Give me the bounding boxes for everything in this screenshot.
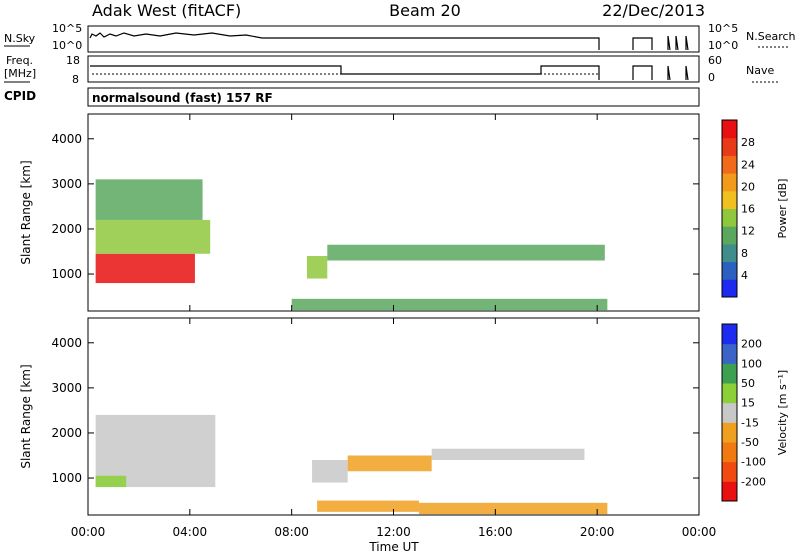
y-tick-label: 1000 bbox=[51, 267, 82, 281]
colorbar-cell bbox=[722, 402, 737, 423]
colorbar-cell bbox=[722, 190, 737, 209]
x-tick-label: 08:00 bbox=[274, 525, 309, 539]
y-tick-label: 4000 bbox=[51, 336, 82, 350]
colorbar-tick-label: -100 bbox=[741, 456, 766, 469]
colorbar-cell bbox=[722, 324, 737, 345]
freq-unit: [MHz] bbox=[4, 67, 36, 80]
y-axis-title: Slant Range [km] bbox=[19, 160, 33, 264]
colorbar-tick-label: -15 bbox=[741, 416, 759, 429]
colorbar-cell bbox=[722, 243, 737, 263]
colorbar-tick-label: 28 bbox=[741, 136, 755, 149]
power-panel: 1000 2000 3000 4000 Slant Range [km] 4 8 12 16 20… bbox=[19, 113, 789, 312]
colorbar-tick-label: 8 bbox=[741, 247, 748, 260]
colorbar-cell bbox=[722, 363, 737, 384]
colorbar-cell bbox=[722, 155, 737, 174]
x-tick-label: 00:00 bbox=[682, 525, 717, 539]
x-tick-label: 04:00 bbox=[173, 525, 208, 539]
colorbar-tick-label: 100 bbox=[741, 357, 762, 370]
x-axis-title: Time UT bbox=[368, 540, 419, 554]
y-tick-label: 4000 bbox=[51, 132, 82, 146]
colorbar-cell bbox=[722, 422, 737, 443]
nsky-label: N.Sky bbox=[4, 32, 36, 45]
nave-tick-top: 60 bbox=[708, 54, 722, 67]
colorbar-tick-label: 4 bbox=[741, 269, 748, 282]
nsky-tick-top: 10^5 bbox=[52, 22, 82, 35]
colorbar-tick-label: 20 bbox=[741, 180, 755, 193]
nsearch-tick-top: 10^5 bbox=[708, 22, 738, 35]
y-tick-label: 1000 bbox=[51, 471, 82, 485]
nsky-strip: N.Sky 10^5 10^0 10^5 10^0 N.Search bbox=[4, 22, 796, 53]
nave-label: Nave bbox=[746, 64, 774, 77]
colorbar-cell bbox=[722, 442, 737, 463]
nsky-trace bbox=[89, 32, 689, 51]
x-tick-label: 20:00 bbox=[580, 525, 615, 539]
nsearch-tick-bottom: 10^0 bbox=[708, 39, 738, 52]
colorbar-tick-label: 50 bbox=[741, 377, 755, 390]
nave-tick-bottom: 0 bbox=[708, 71, 715, 84]
nsky-frame bbox=[87, 25, 700, 53]
colorbar-cell bbox=[722, 461, 737, 482]
freq-frame bbox=[87, 55, 700, 83]
data-region-0 bbox=[95, 253, 195, 284]
cpid-text: normalsound (fast) 157 RF bbox=[92, 91, 273, 105]
beam-title: Beam 20 bbox=[389, 1, 461, 20]
colorbar-tick-label: -50 bbox=[741, 436, 759, 449]
colorbar-cell bbox=[722, 208, 737, 227]
data-region-2 bbox=[312, 460, 348, 483]
colorbar-tick-label: 12 bbox=[741, 225, 755, 238]
colorbar-tick-label: -200 bbox=[741, 475, 766, 488]
colorbar-cell bbox=[722, 481, 737, 502]
y-tick-label: 2000 bbox=[51, 222, 82, 236]
colorbar-cell bbox=[722, 120, 737, 139]
time-axis: 00:00 04:00 08:00 12:00 16:00 20:00 00:00 bbox=[71, 525, 717, 539]
y-axis-title: Slant Range [km] bbox=[19, 364, 33, 468]
x-tick-label: 12:00 bbox=[376, 525, 411, 539]
freq-strip: Freq. [MHz] 18 8 60 0 Nave bbox=[4, 54, 780, 86]
y-tick-label: 3000 bbox=[51, 381, 82, 395]
colorbar-cell bbox=[722, 279, 737, 298]
y-tick-label: 3000 bbox=[51, 177, 82, 191]
x-tick-label: 00:00 bbox=[71, 525, 106, 539]
colorbar-title: Velocity [m s⁻¹] bbox=[776, 370, 789, 455]
velocity-panel: 1000 2000 3000 4000 Slant Range [km] -200 -100… bbox=[19, 317, 789, 516]
data-region-4 bbox=[327, 244, 605, 261]
colorbar-tick-label: 200 bbox=[741, 338, 762, 351]
freq-tick-bottom: 8 bbox=[72, 73, 79, 86]
colorbar-cell bbox=[722, 383, 737, 404]
data-region-1 bbox=[95, 475, 127, 488]
data-region-4 bbox=[431, 448, 585, 461]
data-region-5 bbox=[291, 298, 608, 311]
y-tick-label: 2000 bbox=[51, 426, 82, 440]
site-title: Adak West (fitACF) bbox=[92, 1, 241, 20]
data-region-5 bbox=[317, 500, 419, 512]
data-region-1 bbox=[95, 219, 211, 254]
data-region-2 bbox=[95, 179, 203, 220]
x-tick-label: 16:00 bbox=[478, 525, 513, 539]
cpid-label: CPID bbox=[4, 89, 36, 103]
colorbar-frame bbox=[721, 119, 738, 298]
data-region-6 bbox=[418, 502, 608, 515]
colorbar-cell bbox=[722, 343, 737, 364]
colorbar-tick-label: 24 bbox=[741, 158, 755, 171]
colorbar-cell bbox=[722, 173, 737, 192]
data-region-0 bbox=[95, 414, 216, 488]
data-region-3 bbox=[306, 256, 328, 279]
data-region-3 bbox=[347, 455, 432, 472]
colorbar-title: Power [dB] bbox=[776, 179, 789, 239]
colorbar-cell bbox=[722, 137, 737, 156]
colorbar-tick-label: 16 bbox=[741, 203, 755, 216]
date-title: 22/Dec/2013 bbox=[602, 1, 705, 20]
colorbar-cell bbox=[722, 226, 737, 245]
nsky-tick-bottom: 10^0 bbox=[52, 39, 82, 52]
colorbar-tick-label: 15 bbox=[741, 397, 755, 410]
cpid-frame bbox=[87, 87, 700, 107]
freq-trace bbox=[90, 65, 689, 81]
nsearch-label: N.Search bbox=[746, 30, 796, 43]
colorbar-frame bbox=[721, 323, 738, 502]
freq-label: Freq. bbox=[6, 54, 33, 67]
freq-tick-top: 18 bbox=[66, 54, 80, 67]
colorbar-cell bbox=[722, 261, 737, 280]
